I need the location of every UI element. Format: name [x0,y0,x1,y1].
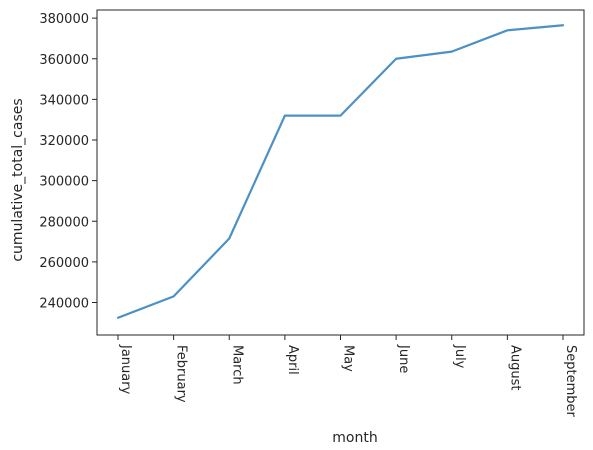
y-tick-label: 360000 [39,53,89,68]
y-tick-label: 240000 [39,297,89,312]
y-tick-label: 380000 [39,12,89,27]
y-tick-label: 280000 [39,215,89,230]
y-tick-label: 260000 [39,256,89,271]
series-layer [116,24,565,319]
x-axis-label: month [332,430,377,446]
x-tick-label: April [285,345,300,375]
plot-frame [96,9,585,336]
axes [96,9,585,336]
y-axis-ticks: 240000 260000 280000 300000 320000 340000 3600… [39,12,97,312]
x-tick-label: March [229,345,244,385]
x-tick-label: May [341,345,356,372]
x-tick-label: September [563,345,578,418]
x-tick-label: July [452,344,467,369]
x-tick-label: January [118,344,133,395]
y-tick-label: 340000 [39,93,89,108]
y-tick-label: 320000 [39,134,89,149]
x-tick-label: February [174,345,189,403]
y-tick-label: 300000 [39,175,89,190]
x-axis-ticks: January February March April May June July Augu… [117,335,578,418]
x-tick-label: June [396,344,411,373]
series-line [116,24,565,319]
y-axis-label: cumulative_total_cases [10,98,26,261]
x-tick-label: August [507,345,522,391]
